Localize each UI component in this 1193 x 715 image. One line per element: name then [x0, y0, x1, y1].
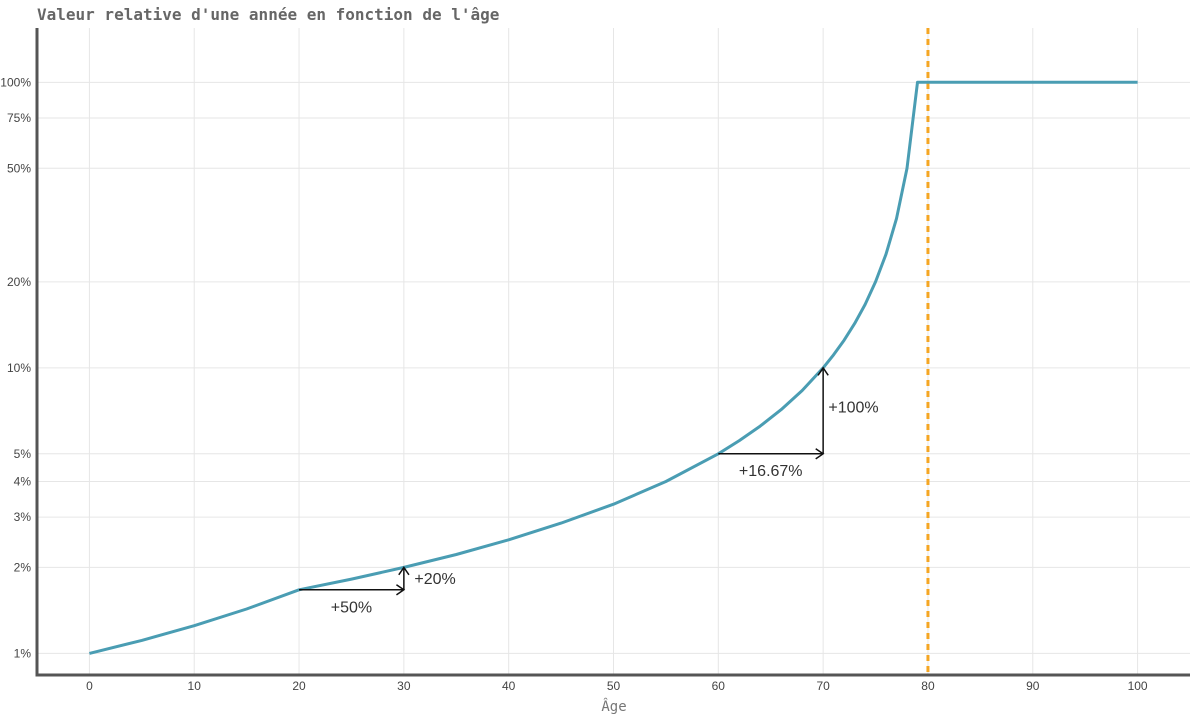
- arrow-head: [398, 566, 410, 576]
- x-tick-label: 70: [816, 679, 830, 693]
- arrow-head: [396, 584, 406, 596]
- y-tick-label: 2%: [14, 560, 32, 574]
- annotation-arrow: [299, 584, 406, 596]
- arrow-head: [817, 366, 829, 376]
- y-tick-label: 3%: [14, 510, 32, 524]
- annotation-arrow: [718, 448, 825, 460]
- y-tick-label: 10%: [7, 361, 31, 375]
- annotation-label: +50%: [331, 599, 372, 616]
- y-tick-label: 1%: [14, 646, 32, 660]
- y-tick-label: 5%: [14, 447, 32, 461]
- x-tick-label: 40: [502, 679, 516, 693]
- annotation-label: +16.67%: [739, 463, 803, 480]
- x-tick-label: 0: [86, 679, 93, 693]
- series-layer: [89, 80, 1138, 655]
- axes: [35, 28, 1190, 677]
- chart-title: Valeur relative d'une année en fonction …: [37, 5, 499, 24]
- y-tick-label: 20%: [7, 275, 31, 289]
- annotation-label: +20%: [414, 571, 455, 588]
- grid: [37, 28, 1190, 675]
- x-tick-label: 60: [712, 679, 726, 693]
- y-tick-label: 50%: [7, 161, 31, 175]
- annotation-label: +100%: [828, 400, 878, 417]
- x-tick-label: 50: [607, 679, 621, 693]
- x-axis-label: Âge: [601, 697, 626, 715]
- annotation-arrow: [817, 366, 829, 454]
- series-line: [89, 80, 1138, 655]
- x-tick-label: 90: [1026, 679, 1040, 693]
- x-tick-label: 100: [1128, 679, 1148, 693]
- y-tick-label: 4%: [14, 474, 32, 488]
- y-tick-label: 75%: [7, 111, 31, 125]
- y-tick-label: 100%: [0, 75, 31, 89]
- x-tick-label: 30: [397, 679, 411, 693]
- x-tick-label: 20: [292, 679, 306, 693]
- tick-labels: 0 10 20 30 40 50 60 70 80 90 100 1% 2% 3% 4% 5% 10% 20% 50…: [0, 75, 1148, 693]
- annotations: +50% +20% +16.67% +100%: [299, 366, 879, 616]
- x-tick-label: 80: [921, 679, 935, 693]
- annotation-arrow: [398, 566, 410, 590]
- x-tick-label: 10: [188, 679, 202, 693]
